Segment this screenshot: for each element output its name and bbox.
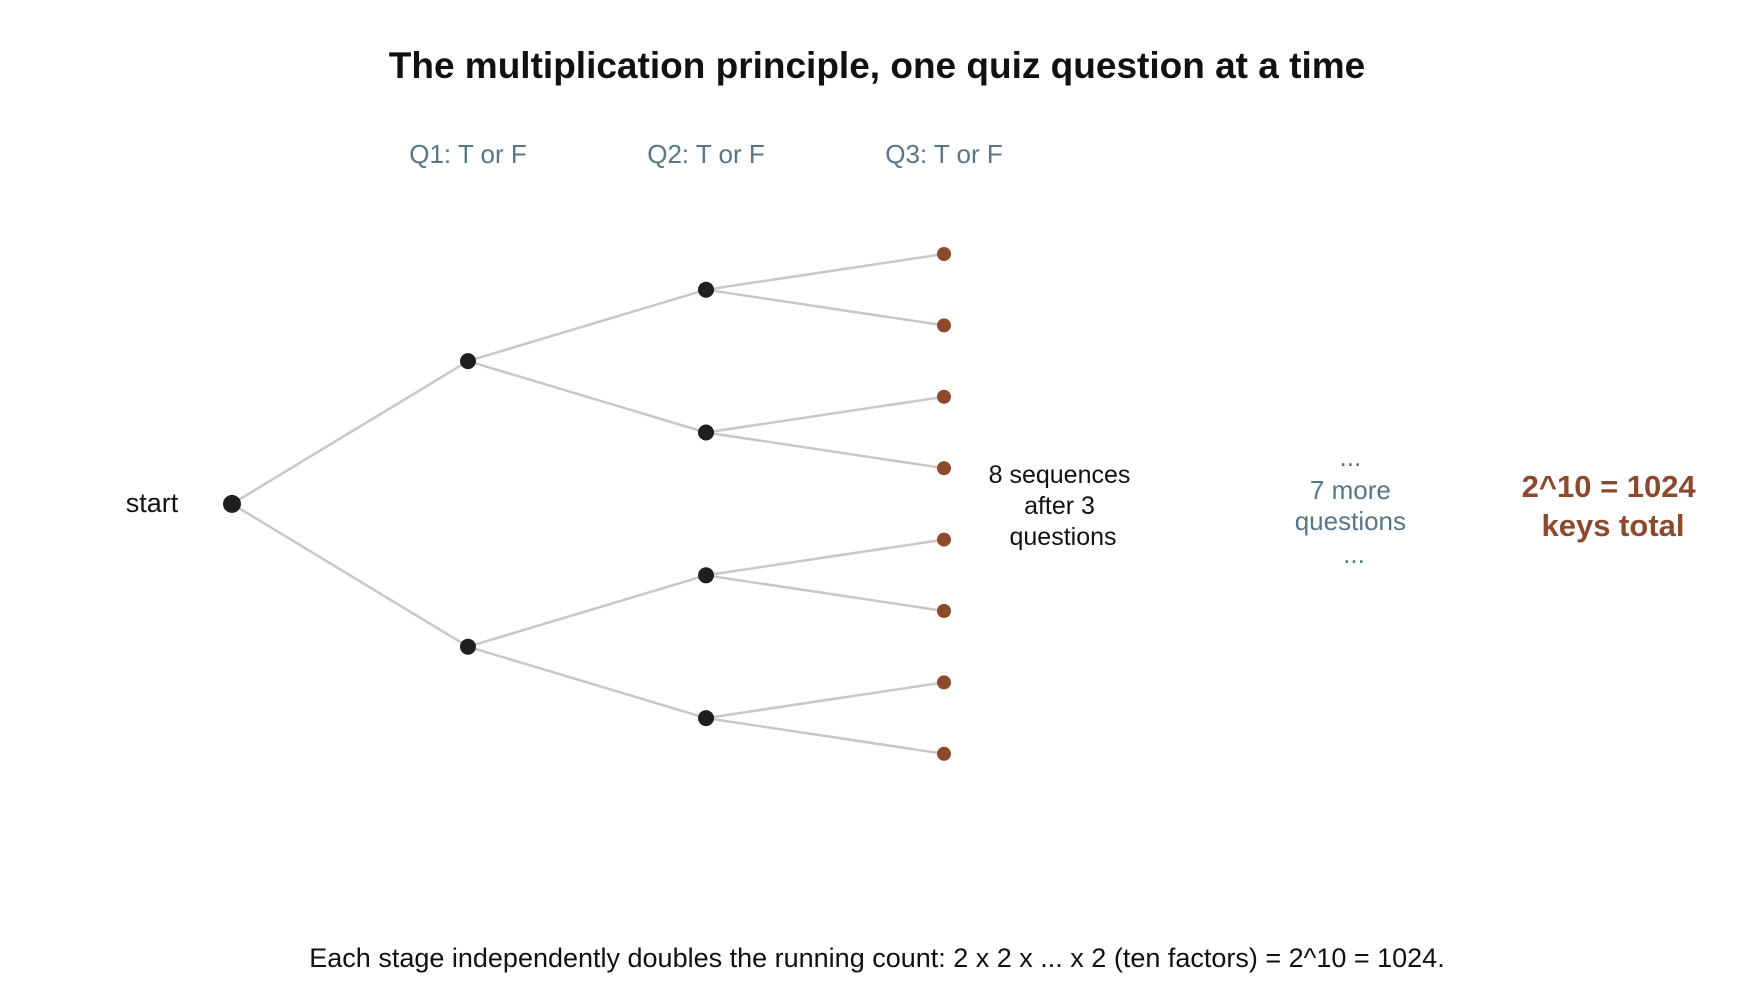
stage-label-q1: Q1: T or F — [409, 139, 527, 169]
more-questions-note: ... 7 more questions ... — [1295, 442, 1414, 569]
sequences-note: 8 sequences after 3 questions — [989, 461, 1138, 551]
tree-edge — [705, 431, 945, 470]
decision-node — [460, 353, 476, 370]
tree-edge — [705, 288, 945, 327]
total-keys-line-1: 2^10 = 1024 — [1522, 469, 1697, 504]
tree-edge — [705, 252, 945, 291]
more-questions-line-2: questions — [1295, 506, 1406, 536]
sequences-note-line-3: questions — [1009, 523, 1116, 551]
leaf-node — [937, 746, 951, 761]
decision-node — [698, 281, 714, 298]
stage-label-q3: Q3: T or F — [885, 139, 1003, 169]
leaf-node — [937, 389, 951, 404]
tree-edges — [231, 252, 945, 756]
footer-caption: Each stage independently doubles the run… — [309, 943, 1444, 973]
tree-edge — [467, 288, 707, 363]
sequences-note-line-1: 8 sequences — [989, 461, 1131, 489]
tree-edge — [467, 645, 707, 720]
leaf-node — [937, 604, 951, 618]
stage-label-q2: Q2: T or F — [647, 139, 765, 169]
leaf-node — [937, 532, 951, 547]
leaf-node — [937, 318, 951, 333]
decision-node — [698, 567, 714, 584]
decision-node — [698, 424, 714, 441]
leaf-node — [937, 461, 951, 476]
tree-edge — [467, 359, 707, 434]
start-label: start — [126, 488, 179, 518]
tree-edge — [705, 574, 945, 613]
leaf-node — [937, 247, 951, 261]
leaf-node — [937, 675, 951, 690]
tree-edge — [231, 360, 469, 505]
decision-node — [698, 710, 714, 727]
more-questions-line-1: 7 more — [1310, 475, 1391, 505]
total-keys-line-2: keys total — [1541, 508, 1684, 543]
decision-node — [460, 638, 476, 655]
tree-edge — [705, 681, 945, 720]
start-node — [223, 494, 241, 513]
tree-edge — [705, 395, 945, 434]
tree-nodes — [223, 247, 951, 761]
tree-edge — [705, 538, 945, 577]
tree-edge — [467, 574, 707, 648]
more-questions-ellipsis-top: ... — [1340, 442, 1362, 472]
diagram-title: The multiplication principle, one quiz q… — [389, 45, 1365, 86]
total-keys-note: 2^10 = 1024 keys total — [1522, 469, 1705, 543]
tree-edge — [231, 502, 469, 648]
sequences-note-line-2: after 3 — [1024, 492, 1095, 520]
tree-edge — [705, 716, 945, 756]
more-questions-ellipsis-bottom: ... — [1343, 539, 1365, 569]
